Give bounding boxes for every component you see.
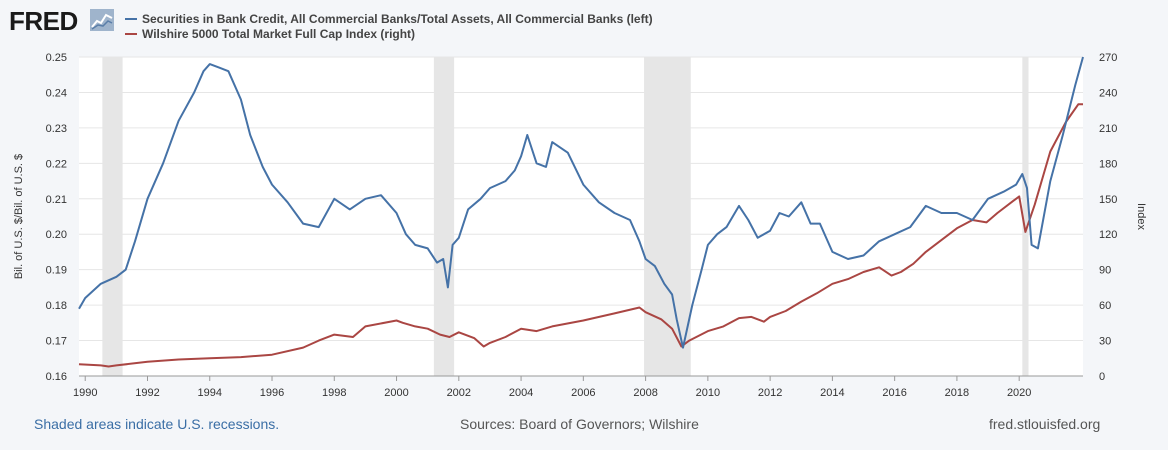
- y-left-tick-label: 0.25: [46, 52, 67, 64]
- chart-legend: Securities in Bank Credit, All Commercia…: [125, 11, 653, 41]
- axes: 0.16 0.17 0.18 0.19 0.20 0.21 0.22 0.23 0.24 0.25…: [13, 52, 1147, 399]
- recession-bands: [102, 57, 1029, 376]
- recession-note[interactable]: Shaded areas indicate U.S. recessions.: [34, 416, 280, 432]
- line-chart: 0.16 0.17 0.18 0.19 0.20 0.21 0.22 0.23 0.24 0.25…: [13, 52, 1147, 399]
- x-tick-label: 2000: [384, 387, 408, 399]
- fred-logo[interactable]: FRED: [9, 6, 78, 36]
- x-tick-label: 2020: [1007, 387, 1031, 399]
- y-right-tick-label: 120: [1099, 229, 1117, 241]
- y-right-tick-label: 210: [1099, 123, 1117, 135]
- plot-area: [79, 57, 1083, 376]
- legend-item-right[interactable]: Wilshire 5000 Total Market Full Cap Inde…: [125, 26, 653, 41]
- y-left-tick-label: 0.19: [46, 265, 67, 277]
- y-left-tick-label: 0.21: [46, 194, 67, 206]
- y-left-tick-label: 0.20: [46, 229, 67, 241]
- y-left-tick-label: 0.22: [46, 158, 67, 170]
- y-right-tick-label: 150: [1099, 194, 1117, 206]
- y-right-tick-label: 90: [1099, 265, 1111, 277]
- legend-swatch-right: [125, 32, 137, 35]
- line-chart-icon: [90, 9, 114, 31]
- x-tick-label: 2018: [945, 387, 969, 399]
- legend-label-left: Securities in Bank Credit, All Commercia…: [142, 11, 653, 26]
- y-left-tick-label: 0.18: [46, 300, 67, 312]
- recession-band-1: [433, 57, 455, 376]
- y-right-tick-label: 30: [1099, 336, 1111, 348]
- y-right-tick-label: 0: [1099, 371, 1105, 383]
- legend-label-right: Wilshire 5000 Total Market Full Cap Inde…: [142, 26, 416, 41]
- series-line-securities-ratio: [78, 56, 1084, 349]
- y-right-tick-label: 240: [1099, 87, 1117, 99]
- x-tick-label: 1992: [135, 387, 159, 399]
- site-link[interactable]: fred.stlouisfed.org: [989, 416, 1101, 432]
- x-tick-label: 2008: [633, 387, 657, 399]
- recession-band-3: [1022, 57, 1029, 376]
- y-right-axis-title: Index: [1135, 203, 1147, 230]
- y-left-axis-title: Bil. of U.S. $/Bil. of U.S. $: [13, 154, 25, 279]
- sources-note: Sources: Board of Governors; Wilshire: [460, 416, 699, 432]
- x-tick-label: 2012: [758, 387, 782, 399]
- x-tick-label: 1990: [73, 387, 97, 399]
- x-tick-label: 2002: [447, 387, 471, 399]
- x-tick-label: 2010: [696, 387, 720, 399]
- y-left-tick-label: 0.16: [46, 371, 67, 383]
- x-tick-label: 2004: [509, 387, 533, 399]
- x-tick-label: 1998: [322, 387, 346, 399]
- legend-item-left[interactable]: Securities in Bank Credit, All Commercia…: [125, 11, 653, 26]
- x-tick-label: 1994: [198, 387, 222, 399]
- x-tick-label: 2006: [571, 387, 595, 399]
- series-line-wilshire-5000: [78, 103, 1083, 368]
- x-tick-label: 2014: [820, 387, 844, 399]
- y-left-tick-label: 0.24: [46, 87, 67, 99]
- x-tick-label: 2016: [882, 387, 906, 399]
- recession-band-0: [102, 57, 123, 376]
- y-right-tick-label: 180: [1099, 158, 1117, 170]
- y-left-tick-label: 0.23: [46, 123, 67, 135]
- y-right-tick-label: 270: [1099, 52, 1117, 64]
- legend-swatch-left: [125, 17, 137, 20]
- y-left-tick-label: 0.17: [46, 336, 67, 348]
- y-right-tick-label: 60: [1099, 300, 1111, 312]
- series-lines: [78, 56, 1084, 368]
- x-tick-label: 1996: [260, 387, 284, 399]
- recession-band-2: [644, 57, 691, 376]
